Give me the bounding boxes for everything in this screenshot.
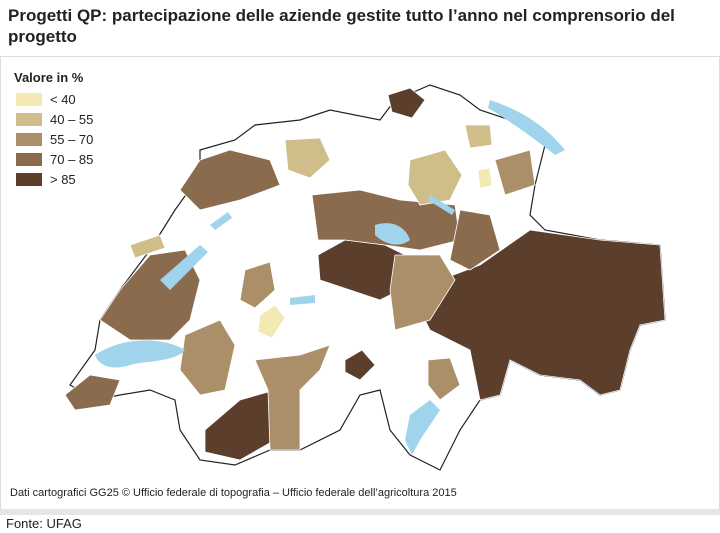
legend-item: < 40: [16, 92, 76, 107]
credit: Dati cartografici GG25 © Ufficio federal…: [10, 487, 457, 499]
legend-item: > 85: [16, 172, 76, 187]
legend-swatch: [16, 93, 42, 106]
region: [179, 149, 281, 211]
lake: [95, 340, 185, 368]
lake: [210, 212, 232, 230]
region: [179, 319, 236, 396]
region: [284, 137, 331, 179]
region: [387, 87, 426, 119]
lake: [290, 295, 315, 305]
legend-swatch: [16, 113, 42, 126]
region: [311, 189, 461, 251]
region: [477, 167, 493, 189]
legend-label: > 85: [50, 172, 76, 187]
source: Fonte: UFAG: [6, 516, 82, 531]
legend-label: 70 – 85: [50, 152, 94, 167]
region: [427, 357, 461, 401]
lake: [405, 400, 440, 455]
region: [449, 209, 501, 271]
region: [129, 234, 166, 259]
legend-item: 40 – 55: [16, 112, 93, 127]
region: [344, 349, 376, 381]
lake: [428, 195, 455, 215]
region: [464, 124, 493, 149]
region: [254, 344, 331, 451]
region: [239, 261, 276, 309]
region: [494, 149, 536, 196]
legend-label: 55 – 70: [50, 132, 94, 147]
lake: [375, 223, 410, 245]
title: Progetti QP: partecipazione delle aziend…: [8, 6, 675, 46]
region: [407, 149, 463, 206]
legend-label: < 40: [50, 92, 76, 107]
legend-title: Valore in %: [14, 70, 84, 85]
legend-swatch: [16, 173, 42, 186]
legend-swatch: [16, 133, 42, 146]
legend-item: 55 – 70: [16, 132, 93, 147]
legend-item: 70 – 85: [16, 152, 93, 167]
region: [64, 374, 121, 411]
region: [257, 304, 286, 339]
lake: [488, 100, 565, 155]
legend-label: 40 – 55: [50, 112, 94, 127]
legend-swatch: [16, 153, 42, 166]
region: [389, 254, 456, 331]
lake: [160, 245, 208, 290]
separator: [0, 509, 720, 515]
region: [424, 229, 666, 401]
